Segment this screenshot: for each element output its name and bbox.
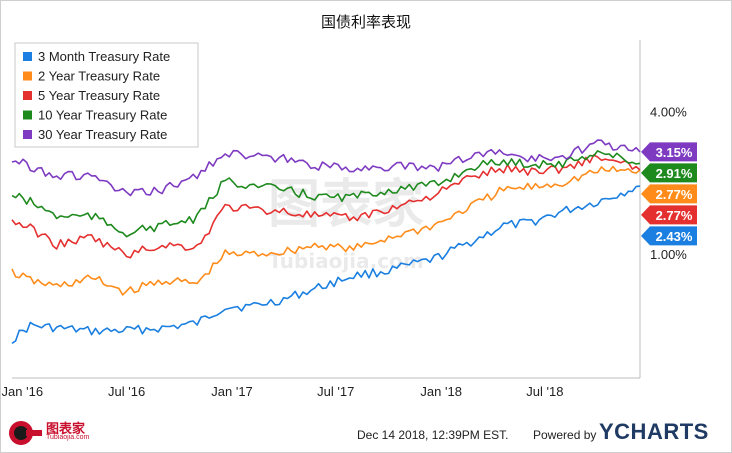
tubiaojia-logo-icon <box>6 418 44 453</box>
x-tick-label: Jan '17 <box>211 384 253 399</box>
ycharts-brand[interactable]: YCHARTS <box>599 419 709 444</box>
value-badge <box>641 205 697 225</box>
legend-label: 3 Month Treasury Rate <box>38 49 170 64</box>
watermark-text: 图表家 <box>268 175 424 235</box>
series-line <box>11 165 641 296</box>
value-badge-label: 2.43% <box>656 229 693 244</box>
value-badge <box>641 226 697 246</box>
legend-swatch <box>23 52 32 61</box>
x-tick-label: Jul '16 <box>108 384 145 399</box>
x-tick-label: Jan '18 <box>420 384 462 399</box>
logo-subtext: Tubiaojia.com <box>46 434 90 441</box>
y-tick-label: 4.00% <box>650 104 687 119</box>
series-line <box>11 150 641 238</box>
x-tick-label: Jan '16 <box>2 384 44 399</box>
legend-swatch <box>23 71 32 81</box>
x-tick-label: Jul '18 <box>526 384 563 399</box>
series-line <box>11 154 641 259</box>
value-badge-label: 2.77% <box>656 208 693 223</box>
legend-box <box>14 42 199 148</box>
value-badge-label: 3.15% <box>656 145 693 160</box>
legend-label: 10 Year Treasury Rate <box>38 108 167 123</box>
y-tick-label: 1.00% <box>650 247 687 262</box>
value-badge <box>641 163 697 183</box>
value-badge <box>641 184 697 204</box>
value-badge-label: 2.77% <box>656 187 693 202</box>
watermark-subtext: Tubiaojia.com <box>268 249 423 273</box>
powered-by-label: Powered by <box>533 428 597 442</box>
series-line <box>11 139 641 197</box>
legend-swatch <box>23 110 32 120</box>
logo-text: 图表家 <box>46 421 86 436</box>
legend-swatch <box>23 130 32 139</box>
chart-title: 国债利率表现 <box>320 14 411 31</box>
legend-swatch <box>23 91 32 100</box>
series-line <box>11 185 641 345</box>
legend-label: 2 Year Treasury Rate <box>38 69 160 84</box>
legend-label: 5 Year Treasury Rate <box>38 88 160 103</box>
x-tick-label: Jul '17 <box>317 384 354 399</box>
value-badge-label: 2.91% <box>656 166 693 181</box>
timestamp: Dec 14 2018, 12:39PM EST. <box>357 428 509 442</box>
legend-label: 30 Year Treasury Rate <box>38 127 167 142</box>
value-badge <box>641 142 697 162</box>
